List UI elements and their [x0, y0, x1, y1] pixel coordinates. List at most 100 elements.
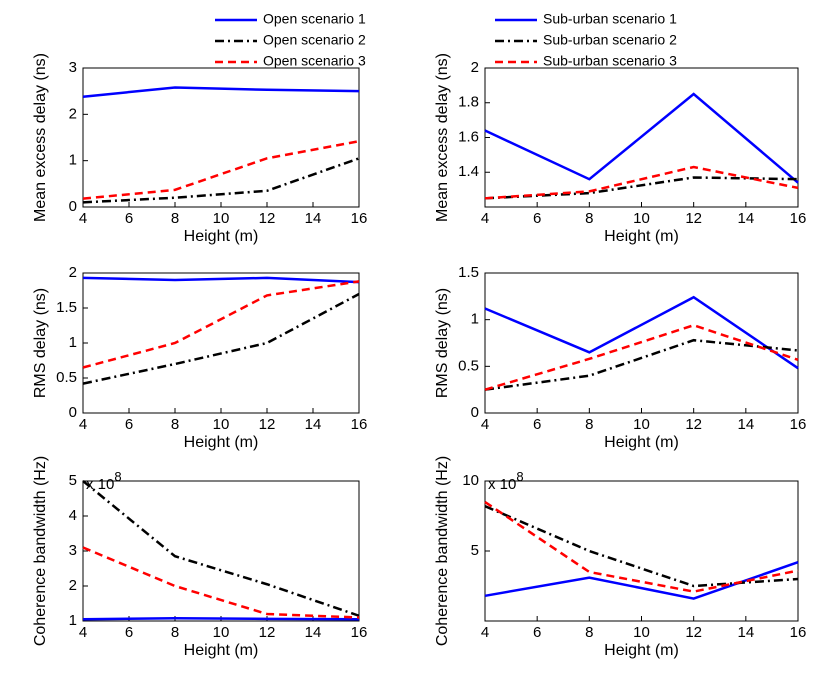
- x-tick-label: 10: [633, 210, 650, 227]
- series-line: [82, 276, 360, 284]
- y-tick-label: 0: [69, 198, 77, 215]
- x-tick-label: 4: [79, 624, 87, 641]
- x-tick-label: 6: [533, 210, 541, 227]
- y-tick-label: 2: [69, 264, 77, 281]
- x-tick-label: 14: [305, 210, 322, 227]
- x-axis-label: Height (m): [184, 434, 259, 451]
- series-line: [484, 338, 799, 391]
- scale-base: x 10: [488, 476, 516, 493]
- y-tick-label: 2: [471, 59, 479, 76]
- x-tick-label: 4: [79, 416, 87, 433]
- x-tick-label: 4: [79, 210, 87, 227]
- x-tick-label: 8: [585, 624, 593, 641]
- legend-label: Sub-urban scenario 1: [543, 11, 677, 27]
- y-axis-label: RMS delay (ns): [434, 288, 451, 398]
- x-tick-label: 8: [171, 624, 179, 641]
- series-line: [82, 480, 360, 617]
- series-line: [82, 616, 360, 621]
- y-tick-label: 3: [69, 59, 77, 76]
- series-line: [484, 176, 799, 200]
- y-tick-label: 2: [69, 105, 77, 122]
- x-axis-label: Height (m): [184, 642, 259, 659]
- y-tick-label: 0: [471, 404, 479, 421]
- x-tick-label: 4: [481, 416, 489, 433]
- x-tick-label: 4: [481, 624, 489, 641]
- x-tick-label: 10: [213, 210, 230, 227]
- y-tick-label: 1: [471, 311, 479, 328]
- x-tick-label: 16: [351, 624, 368, 641]
- x-tick-label: 12: [685, 210, 702, 227]
- x-tick-label: 14: [737, 416, 754, 433]
- x-tick-label: 8: [171, 210, 179, 227]
- y-tick-label: 0.5: [56, 369, 77, 386]
- series-line: [484, 505, 799, 588]
- x-tick-label: 10: [633, 416, 650, 433]
- y-axis-label: Mean excess delay (ns): [32, 53, 49, 222]
- series-line: [484, 165, 799, 200]
- y-tick-label: 1.5: [56, 299, 77, 316]
- x-tick-label: 12: [259, 416, 276, 433]
- x-tick-label: 16: [790, 210, 807, 227]
- y-tick-label: 0: [69, 404, 77, 421]
- scale-label: x 108: [86, 469, 122, 493]
- x-tick-label: 16: [351, 210, 368, 227]
- series-line: [82, 546, 360, 619]
- x-tick-label: 12: [259, 210, 276, 227]
- x-axis-label: Height (m): [604, 434, 679, 451]
- x-tick-label: 14: [737, 210, 754, 227]
- y-tick-label: 2: [69, 577, 77, 594]
- y-axis-label: Mean excess delay (ns): [434, 53, 451, 222]
- x-tick-label: 6: [125, 210, 133, 227]
- x-tick-label: 6: [125, 416, 133, 433]
- legend-label: Open scenario 3: [263, 53, 366, 69]
- y-axis-label: Coherence bandwidth (Hz): [434, 456, 451, 646]
- x-axis-label: Height (m): [184, 228, 259, 245]
- y-tick-label: 0.5: [458, 357, 479, 374]
- y-tick-label: 1: [69, 152, 77, 169]
- y-tick-label: 1.8: [458, 94, 479, 111]
- y-tick-label: 5: [69, 472, 77, 489]
- y-tick-label: 5: [471, 542, 479, 559]
- scale-exponent: 8: [516, 469, 523, 484]
- series-line: [82, 157, 360, 204]
- x-tick-label: 8: [171, 416, 179, 433]
- x-tick-label: 10: [633, 624, 650, 641]
- legend-label: Sub-urban scenario 3: [543, 53, 677, 69]
- x-tick-label: 14: [737, 624, 754, 641]
- scale-exponent: 8: [114, 469, 121, 484]
- legend-label: Open scenario 1: [263, 11, 366, 27]
- x-tick-label: 6: [125, 624, 133, 641]
- y-axis-label: Coherence bandwidth (Hz): [32, 456, 49, 646]
- x-tick-label: 12: [685, 416, 702, 433]
- x-tick-label: 16: [790, 624, 807, 641]
- y-tick-label: 3: [69, 542, 77, 559]
- y-tick-label: 1.6: [458, 128, 479, 145]
- axes-box: [484, 480, 799, 622]
- x-tick-label: 12: [685, 624, 702, 641]
- y-tick-label: 1: [69, 612, 77, 629]
- x-tick-label: 16: [790, 416, 807, 433]
- x-tick-label: 10: [213, 624, 230, 641]
- series-line: [484, 295, 799, 370]
- y-tick-label: 10: [462, 472, 479, 489]
- x-tick-label: 14: [305, 416, 322, 433]
- x-tick-label: 8: [585, 416, 593, 433]
- x-tick-label: 16: [351, 416, 368, 433]
- y-axis-label: RMS delay (ns): [32, 288, 49, 398]
- y-tick-label: 1: [69, 334, 77, 351]
- x-tick-label: 6: [533, 624, 541, 641]
- x-tick-label: 8: [585, 210, 593, 227]
- series-line: [82, 86, 360, 98]
- series-line: [484, 561, 799, 600]
- x-tick-label: 12: [259, 624, 276, 641]
- y-tick-label: 4: [69, 507, 77, 524]
- axes-box: [82, 272, 360, 414]
- series-line: [82, 280, 360, 369]
- x-axis-label: Height (m): [604, 228, 679, 245]
- series-line: [82, 292, 360, 385]
- y-tick-label: 1.5: [458, 264, 479, 281]
- x-tick-label: 4: [481, 210, 489, 227]
- series-line: [82, 139, 360, 200]
- series-line: [484, 323, 799, 391]
- legend-label: Open scenario 2: [263, 32, 366, 48]
